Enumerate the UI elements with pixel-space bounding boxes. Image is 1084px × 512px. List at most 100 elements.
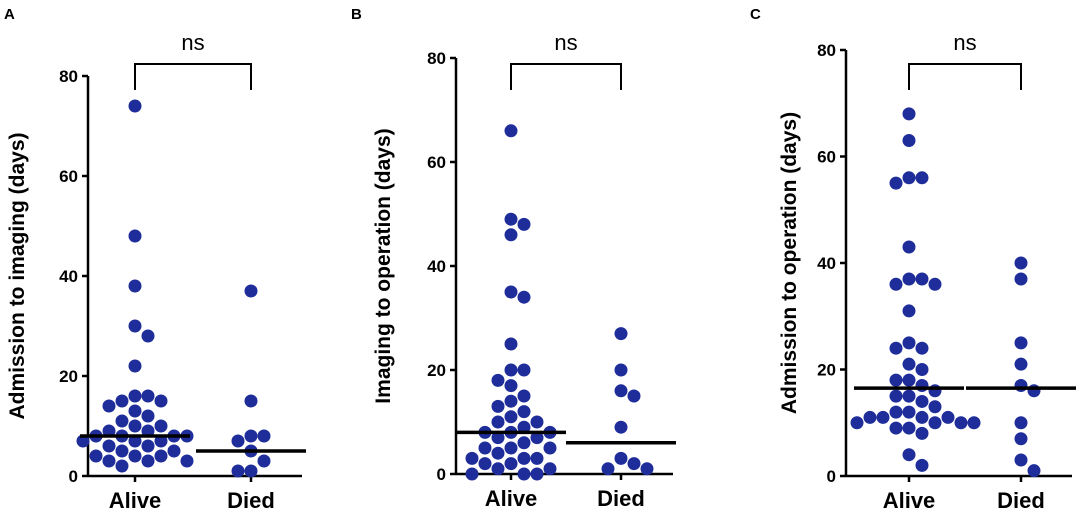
data-point-alive	[89, 449, 103, 463]
data-point-alive	[141, 454, 155, 468]
data-point-died	[231, 464, 245, 478]
data-point-died	[257, 454, 271, 468]
data-point-alive	[465, 467, 479, 481]
data-point-alive	[902, 336, 916, 350]
data-point-alive	[478, 441, 492, 455]
data-point-alive	[902, 373, 916, 387]
panel-c: C 0 20 40 60 80 Alive Died Admission to operatio…	[750, 6, 1076, 512]
data-point-died	[244, 394, 258, 408]
data-point-alive	[128, 279, 142, 293]
significance-label: ns	[953, 30, 976, 55]
y-tick-label: 40	[427, 257, 446, 276]
data-point-alive	[504, 337, 518, 351]
y-tick-label: 60	[427, 153, 446, 172]
data-point-died	[1014, 357, 1028, 371]
data-point-alive	[491, 462, 505, 476]
data-point-died	[1014, 432, 1028, 446]
data-point-alive	[902, 405, 916, 419]
data-point-alive	[504, 212, 518, 226]
y-tick-label: 60	[817, 148, 836, 167]
data-point-alive	[141, 409, 155, 423]
data-point-alive	[517, 420, 531, 434]
data-point-died	[627, 457, 641, 471]
data-point-alive	[128, 389, 142, 403]
y-axis-label: Admission to imaging (days)	[6, 132, 29, 419]
data-point-alive	[141, 329, 155, 343]
data-point-died	[1014, 336, 1028, 350]
panel-a: A 0 20 40 60 80 Alive Died Admission to imaging …	[4, 6, 306, 512]
y-tick-label: 20	[427, 361, 446, 380]
data-point-alive	[530, 431, 544, 445]
data-point-alive	[504, 457, 518, 471]
data-point-alive	[517, 451, 531, 465]
data-point-died	[231, 434, 245, 448]
data-point-alive	[128, 359, 142, 373]
data-point-alive	[517, 363, 531, 377]
data-point-alive	[915, 458, 929, 472]
data-point-alive	[889, 405, 903, 419]
data-point-died	[614, 451, 628, 465]
data-point-alive	[102, 399, 116, 413]
data-point-alive	[928, 384, 942, 398]
data-point-alive	[504, 394, 518, 408]
data-point-alive	[128, 99, 142, 113]
significance-bracket	[908, 63, 1022, 90]
data-point-alive	[517, 217, 531, 231]
data-point-died	[614, 327, 628, 341]
data-point-alive	[115, 459, 129, 473]
x-tick-label-alive: Alive	[109, 488, 162, 512]
data-point-alive	[889, 341, 903, 355]
y-tick-label: 40	[817, 254, 836, 273]
data-point-alive	[902, 107, 916, 121]
significance-label: ns	[181, 30, 204, 55]
data-point-alive	[850, 416, 864, 430]
data-point-alive	[889, 176, 903, 190]
data-point-alive	[478, 457, 492, 471]
data-point-alive	[863, 410, 877, 424]
data-point-alive	[915, 363, 929, 376]
data-point-alive	[504, 285, 518, 299]
data-point-alive	[504, 410, 518, 424]
data-point-died	[1014, 256, 1028, 270]
data-point-died	[614, 384, 628, 398]
data-point-alive	[928, 400, 942, 414]
data-point-alive	[889, 421, 903, 435]
data-point-alive	[928, 416, 942, 430]
y-tick-label: 80	[427, 49, 446, 68]
data-point-alive	[876, 410, 890, 424]
data-point-alive	[102, 439, 116, 453]
data-point-alive	[128, 229, 142, 243]
data-point-alive	[141, 389, 155, 403]
data-point-alive	[902, 240, 916, 254]
panel-label: A	[4, 6, 15, 23]
data-point-died	[1027, 384, 1041, 398]
panel-label: B	[351, 6, 362, 23]
panel-label: C	[750, 6, 761, 23]
x-tick-label-alive: Alive	[883, 488, 936, 512]
data-point-alive	[504, 441, 518, 455]
data-point-alive	[491, 431, 505, 445]
data-point-alive	[954, 416, 968, 430]
data-point-alive	[465, 451, 479, 465]
data-point-died	[257, 429, 271, 443]
data-point-alive	[517, 389, 531, 403]
data-point-alive	[517, 436, 531, 450]
data-point-alive	[915, 410, 929, 424]
data-point-alive	[967, 416, 981, 430]
data-point-alive	[915, 394, 929, 408]
data-point-alive	[115, 394, 129, 408]
data-point-died	[640, 462, 654, 476]
data-point-died	[601, 462, 615, 476]
y-tick-label: 0	[69, 467, 78, 486]
data-point-alive	[102, 454, 116, 468]
y-axis-label: Admission to operation (days)	[778, 112, 801, 414]
data-point-alive	[928, 277, 942, 291]
data-point-alive	[902, 304, 916, 318]
data-point-died	[244, 464, 258, 478]
data-point-alive	[128, 419, 142, 433]
data-point-alive	[517, 467, 531, 481]
significance-bracket	[510, 63, 622, 90]
data-point-alive	[530, 467, 544, 481]
data-point-alive	[115, 414, 129, 428]
y-tick-label: 60	[59, 167, 78, 186]
